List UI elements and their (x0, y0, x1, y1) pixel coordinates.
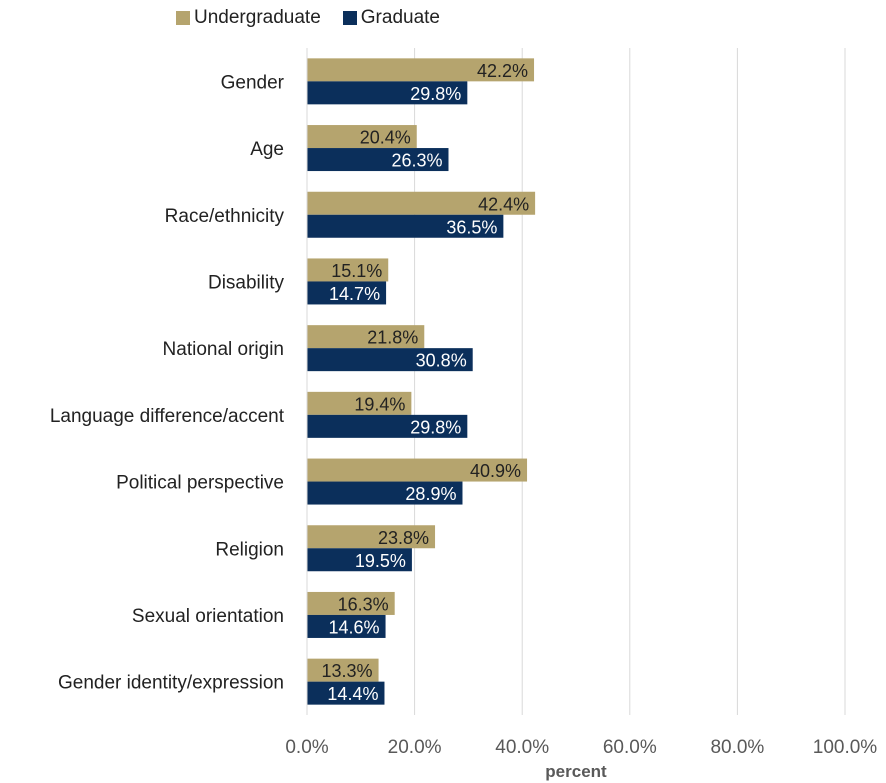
data-label-undergraduate: 13.3% (322, 661, 373, 681)
x-tick-label: 60.0% (603, 737, 657, 758)
category-label: Disability (208, 272, 285, 293)
data-label-graduate: 19.5% (355, 551, 406, 571)
data-label-undergraduate: 42.2% (477, 61, 528, 81)
bar-undergraduate (307, 58, 535, 82)
data-label-graduate: 29.8% (410, 84, 461, 104)
data-label-undergraduate: 20.4% (360, 128, 411, 148)
x-tick-label: 0.0% (285, 737, 328, 758)
data-label-graduate: 14.7% (329, 284, 380, 304)
bar-graduate (307, 614, 386, 638)
bar-graduate (307, 481, 463, 505)
data-label-undergraduate: 15.1% (331, 261, 382, 281)
category-label: Political perspective (116, 473, 284, 494)
category-label: National origin (163, 339, 284, 360)
category-label: Gender identity/expression (58, 673, 284, 694)
legend-item-undergraduate: Undergraduate (176, 7, 321, 29)
bar-undergraduate (307, 391, 412, 415)
data-label-undergraduate: 42.4% (478, 194, 529, 214)
category-label: Religion (215, 539, 284, 560)
legend: Undergraduate Graduate (176, 7, 462, 29)
category-label: Race/ethnicity (165, 206, 285, 227)
category-label: Sexual orientation (132, 606, 284, 627)
legend-swatch-undergraduate (176, 11, 190, 25)
legend-label-graduate: Graduate (360, 7, 440, 28)
x-tick-label: 80.0% (710, 737, 764, 758)
bar-undergraduate (307, 591, 395, 615)
x-tick-label: 100.0% (813, 737, 878, 758)
data-label-graduate: 36.5% (446, 217, 497, 237)
bar-graduate (307, 148, 449, 172)
data-label-graduate: 28.9% (405, 484, 456, 504)
bar-undergraduate (307, 525, 436, 549)
data-label-undergraduate: 19.4% (354, 394, 405, 414)
data-label-graduate: 14.4% (327, 684, 378, 704)
bar-undergraduate (307, 125, 417, 149)
bar-undergraduate (307, 458, 528, 482)
data-label-graduate: 29.8% (410, 417, 461, 437)
data-label-undergraduate: 40.9% (470, 461, 521, 481)
bar-graduate (307, 414, 468, 438)
data-label-graduate: 14.6% (329, 617, 380, 637)
bar-undergraduate (307, 658, 379, 682)
bar-graduate (307, 214, 504, 238)
data-label-undergraduate: 21.8% (367, 328, 418, 348)
bar-graduate (307, 348, 473, 372)
data-label-undergraduate: 23.8% (378, 528, 429, 548)
bar-graduate (307, 681, 385, 705)
bar-graduate (307, 548, 412, 572)
legend-swatch-graduate (342, 11, 357, 25)
bar-undergraduate (307, 325, 425, 349)
category-label: Age (250, 139, 284, 160)
category-label: Gender (221, 72, 285, 93)
bar-graduate (307, 81, 468, 105)
legend-label-undergraduate: Undergraduate (194, 7, 321, 28)
category-label: Language difference/accent (50, 406, 285, 427)
bar-graduate (307, 281, 387, 305)
data-label-undergraduate: 16.3% (338, 594, 389, 614)
data-label-graduate: 26.3% (391, 151, 442, 171)
legend-item-graduate: Graduate (342, 7, 440, 29)
x-tick-label: 40.0% (495, 737, 549, 758)
x-tick-label: 20.0% (388, 737, 442, 758)
data-label-graduate: 30.8% (416, 351, 467, 371)
bar-undergraduate (307, 258, 389, 282)
x-axis-title: percent (545, 762, 607, 781)
bar-undergraduate (307, 191, 536, 215)
